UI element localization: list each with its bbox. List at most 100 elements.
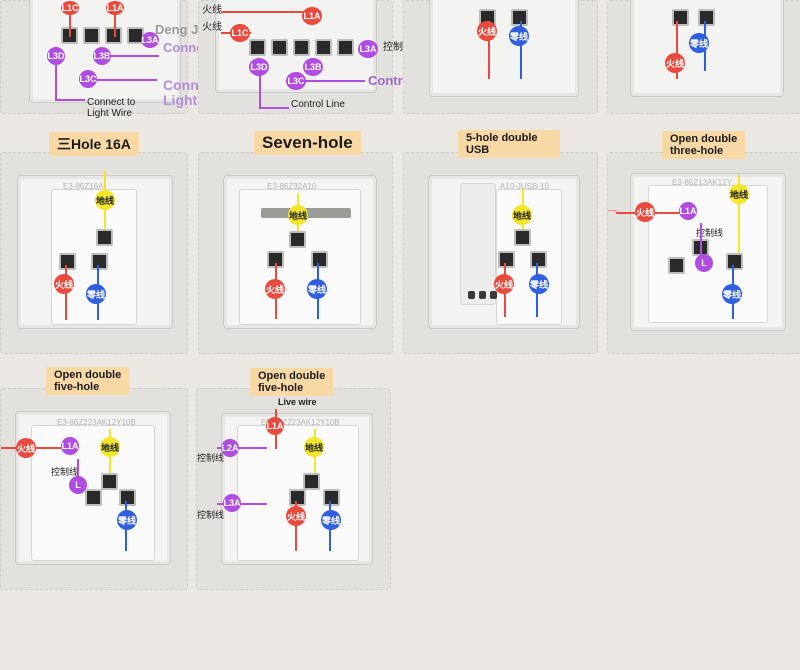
kongzhi-label: 控制线 xyxy=(383,42,413,53)
l1a-dot: L1A xyxy=(302,7,322,25)
l3c-dot: L3C xyxy=(286,72,306,90)
light-wire-small: Light Wire xyxy=(87,108,133,119)
lingxian-dot: 零线 xyxy=(321,510,341,530)
terminal xyxy=(311,251,328,268)
huoxian-label-left: ― xyxy=(608,205,617,215)
lingxian-dot: 零线 xyxy=(689,33,709,53)
l1c-dot: L1C xyxy=(61,1,79,15)
live-wire-label: Live wire xyxy=(278,397,317,407)
terminal xyxy=(59,253,76,270)
purple-wire xyxy=(217,447,267,449)
terminal xyxy=(498,251,515,268)
purple-wire xyxy=(259,107,289,109)
l-dot: L xyxy=(69,476,87,494)
terminal xyxy=(293,39,310,56)
title-line-1: 5-hole double xyxy=(466,132,538,144)
model-code: E3-86Z223AK12Y10B xyxy=(261,418,340,427)
title-line-1: Open double xyxy=(258,370,326,382)
l3a-dot: L3A xyxy=(141,32,159,48)
terminal xyxy=(514,229,531,246)
purple-wire xyxy=(77,459,79,485)
red-wire xyxy=(221,11,321,13)
card-three-hole-16a: E3-86Z16A 地线 火线 零线 xyxy=(0,152,188,354)
terminal xyxy=(101,473,118,490)
dixian-dot: 地线 xyxy=(95,190,115,210)
red-wire xyxy=(676,21,678,79)
usb-port xyxy=(490,291,497,299)
terminal xyxy=(85,489,102,506)
kongzhi-label: 控制线 xyxy=(696,228,724,238)
terminal xyxy=(726,253,743,270)
l1c-dot: L1C xyxy=(230,24,250,42)
huoxian-dot: 火线 xyxy=(286,506,306,526)
socket-panel xyxy=(429,0,579,97)
terminal xyxy=(672,9,689,26)
dixian-dot: 地线 xyxy=(729,184,749,204)
kongzhi-label-1: 控制线 xyxy=(197,453,225,463)
l3d-dot: L3D xyxy=(249,58,269,76)
lingxian-dot: 零线 xyxy=(722,284,742,304)
model-code: E3-86Z16A xyxy=(63,182,104,191)
l3b-dot: L3B xyxy=(93,47,111,65)
l1a-dot: L1A xyxy=(679,202,697,220)
dixian-dot: 地线 xyxy=(512,205,532,225)
lingxian-dot: 零线 xyxy=(86,284,106,304)
huoxian-label: 火线 xyxy=(202,5,222,16)
l3c-dot: L3C xyxy=(79,70,97,88)
terminal xyxy=(289,489,306,506)
card-open-double-five-hole-1: E3-86Z223AK12Y10B 火线 L1A 地线 控制线 L 零线 xyxy=(0,388,188,590)
huoxian-dot: 火线 xyxy=(494,274,514,294)
usb-port xyxy=(479,291,486,299)
lingxian-dot: 零线 xyxy=(307,279,327,299)
purple-wire xyxy=(700,223,702,263)
terminal xyxy=(91,253,108,270)
model-code: E3-86Z32A10 xyxy=(267,182,317,191)
card-top-3: 火线 零线 xyxy=(403,0,598,114)
purple-wire xyxy=(97,79,157,81)
title-line-2: three-hole xyxy=(670,145,724,157)
connect-to-small: Connect to xyxy=(87,97,136,108)
l1a-dot: L1A xyxy=(61,437,79,455)
yellow-wire xyxy=(738,175,740,255)
purple-wire xyxy=(217,503,267,505)
title-open-double-five-hole-1: Open double five-hole xyxy=(46,367,130,395)
dixian-dot: 地线 xyxy=(288,205,308,225)
red-wire xyxy=(114,9,116,37)
dixian-dot: 地线 xyxy=(304,437,324,457)
terminal xyxy=(698,9,715,26)
l1a-dot: L1A xyxy=(106,1,124,15)
title-line-2: five-hole xyxy=(54,381,100,393)
usb-module xyxy=(460,183,496,305)
title-open-double-five-hole-2: Open double five-hole xyxy=(250,368,334,396)
terminal xyxy=(530,251,547,268)
usb-port xyxy=(468,291,475,299)
l-dot: L xyxy=(695,254,713,272)
l3d-dot: L3D xyxy=(47,47,65,65)
model-code: A10-JUSB-10 xyxy=(500,182,549,191)
title-line-1: Open double xyxy=(54,369,122,381)
card-top-2: 火线 火线 L1A L1C L3A 控制线 L3D L3B L3C Contro… xyxy=(198,0,516,114)
l1a-dot: L1A xyxy=(266,417,284,435)
title-seven-hole: Seven-hole xyxy=(254,131,361,155)
huoxian-dot: 火线 xyxy=(665,53,685,73)
purple-wire xyxy=(259,75,261,109)
terminal xyxy=(271,39,288,56)
terminal xyxy=(249,39,266,56)
purple-wire xyxy=(55,99,85,101)
huoxian-label: 火线 xyxy=(202,22,222,33)
terminal xyxy=(83,27,100,44)
card-top-1: L1C L1A L3A L3D L3B L3C Deng Ji Connect … xyxy=(0,0,298,119)
terminal xyxy=(337,39,354,56)
red-wire xyxy=(295,501,297,551)
terminal xyxy=(96,229,113,246)
blue-wire xyxy=(520,21,522,79)
l3b-dot: L3B xyxy=(303,58,323,76)
terminal xyxy=(289,231,306,248)
card-top-4: 零线 火线 xyxy=(607,0,800,114)
red-wire xyxy=(488,21,490,79)
terminal xyxy=(511,9,528,26)
terminal xyxy=(315,39,332,56)
title-line-2: five-hole xyxy=(258,382,304,394)
title-line-2: USB xyxy=(466,144,490,156)
purple-wire xyxy=(55,63,57,101)
